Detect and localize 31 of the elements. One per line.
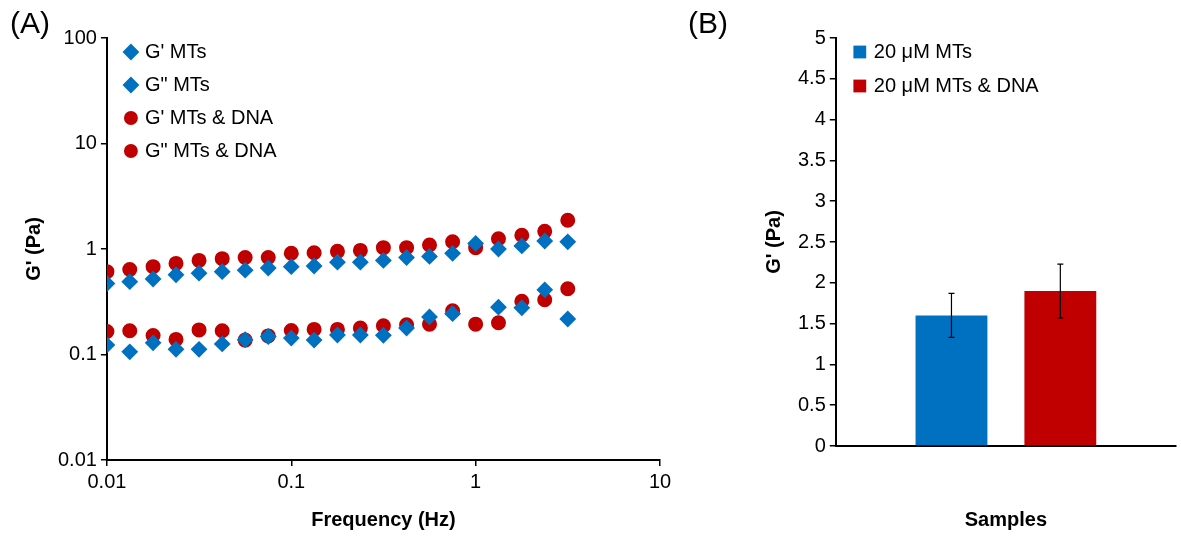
y-tick-label: 0.5 bbox=[797, 392, 826, 415]
legend-label: G" MTs & DNA bbox=[144, 138, 278, 161]
y-tick-label: 100 bbox=[63, 25, 97, 48]
y-tick-label: 2 bbox=[814, 270, 826, 293]
y-tick-label: 1 bbox=[814, 351, 826, 374]
legend-label: G" MTs bbox=[144, 72, 210, 95]
text: (A) bbox=[10, 6, 50, 40]
legend-label: G' MTs bbox=[144, 39, 207, 62]
x-tick-label: 0.1 bbox=[277, 469, 306, 492]
y-tick-label: 0.01 bbox=[57, 447, 97, 470]
y-tick-label: 1.5 bbox=[797, 311, 826, 334]
x-tick-label: 10 bbox=[648, 469, 672, 492]
y-tick-label: 4.5 bbox=[797, 66, 826, 89]
y-tick-label: 2.5 bbox=[797, 229, 826, 252]
legend-label: G' MTs & DNA bbox=[144, 105, 274, 128]
y-tick-label: 5 bbox=[814, 25, 826, 48]
y-axis-title: G' (Pa) bbox=[21, 217, 44, 281]
y-tick-label: 0 bbox=[814, 433, 826, 456]
legend-label: 20 μM MTs bbox=[873, 39, 973, 62]
x-axis-title: Frequency (Hz) bbox=[311, 507, 456, 530]
y-tick-label: 3 bbox=[814, 188, 826, 211]
y-tick-label: 4 bbox=[814, 107, 826, 130]
y-tick-label: 1 bbox=[85, 236, 97, 259]
y-tick-label: 0.1 bbox=[69, 342, 97, 365]
legend-label: 20 μM MTs & DNA bbox=[873, 73, 1040, 96]
x-tick-label: 1 bbox=[470, 469, 482, 492]
text: (B) bbox=[688, 6, 728, 40]
y-axis-title: G' (Pa) bbox=[761, 210, 784, 274]
y-tick-label: 3.5 bbox=[797, 147, 826, 170]
x-axis-title: Samples bbox=[964, 507, 1048, 530]
y-tick-label: 10 bbox=[74, 131, 97, 154]
